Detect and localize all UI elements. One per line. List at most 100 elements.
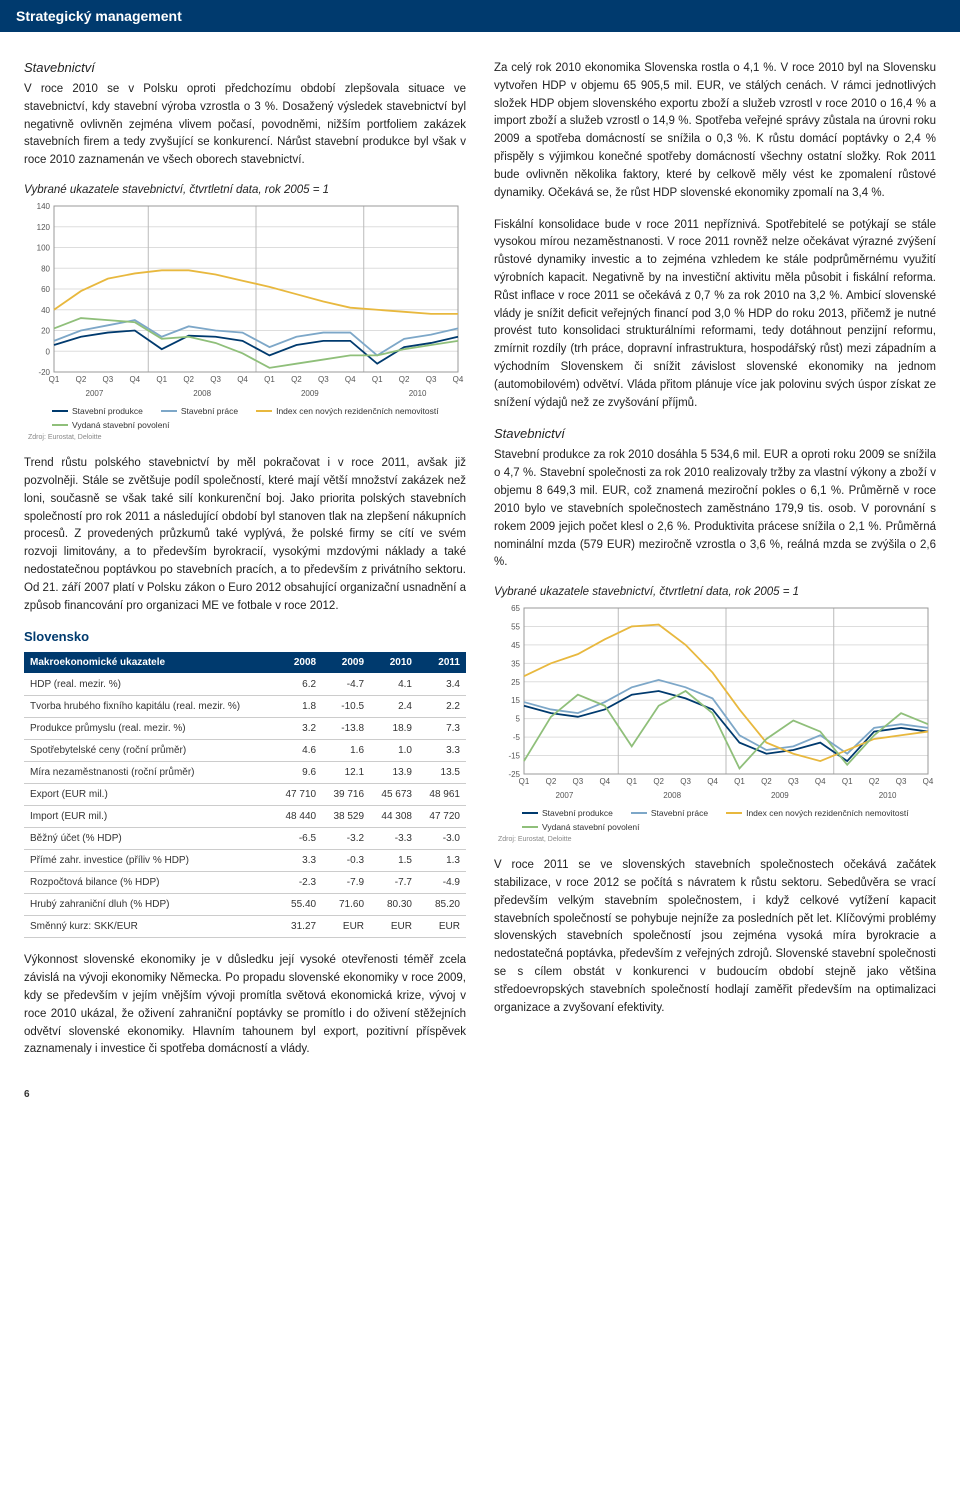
svg-text:40: 40	[41, 306, 50, 315]
right-para-4: V roce 2011 se ve slovenských stavebních…	[494, 857, 936, 1017]
svg-text:45: 45	[511, 641, 520, 650]
svg-text:Q4: Q4	[815, 777, 826, 786]
svg-text:Q3: Q3	[788, 777, 799, 786]
svg-text:140: 140	[37, 202, 51, 211]
table-head-cell: 2008	[274, 652, 322, 674]
macro-table: Makroekonomické ukazatele200820092010201…	[24, 652, 466, 938]
chart2-legend: Stavební produkceStavební práceIndex cen…	[494, 808, 936, 832]
chart1-legend: Stavební produkce Stavební práce Index cen…	[24, 406, 466, 430]
svg-text:Q1: Q1	[626, 777, 637, 786]
table-head-row: Makroekonomické ukazatele200820092010201…	[24, 652, 466, 674]
table-cell: -7.7	[370, 872, 418, 894]
svg-text:Q3: Q3	[680, 777, 691, 786]
table-cell: 48 961	[418, 784, 466, 806]
svg-text:120: 120	[37, 223, 51, 232]
table-row: Export (EUR mil.)47 71039 71645 67348 96…	[24, 784, 466, 806]
right-para-3: Stavební produkce za rok 2010 dosáhla 5 …	[494, 447, 936, 572]
svg-text:100: 100	[37, 244, 51, 253]
table-cell: 12.1	[322, 762, 370, 784]
svg-text:Q2: Q2	[653, 777, 664, 786]
table-cell: -3.2	[322, 828, 370, 850]
svg-text:5: 5	[516, 715, 521, 724]
table-cell: -7.9	[322, 872, 370, 894]
table-cell: 1.6	[322, 740, 370, 762]
table-cell: 3.3	[418, 740, 466, 762]
right-column: Za celý rok 2010 ekonomika Slovenska ros…	[494, 60, 936, 1073]
table-cell: 2.4	[370, 696, 418, 718]
table-cell: 48 440	[274, 806, 322, 828]
table-cell: -0.3	[322, 850, 370, 872]
legend-item: Index cen nových rezidenčních nemovitost…	[256, 406, 439, 416]
table-cell: -3.3	[370, 828, 418, 850]
table-cell: 31.27	[274, 916, 322, 938]
legend-item: Stavební produkce	[52, 406, 143, 416]
svg-text:80: 80	[41, 264, 50, 273]
svg-text:Q4: Q4	[129, 375, 140, 384]
table-cell: 7.3	[418, 718, 466, 740]
legend-label: Stavební práce	[181, 406, 238, 416]
table-row: Přímé zahr. investice (příliv % HDP)3.3-…	[24, 850, 466, 872]
table-cell: 39 716	[322, 784, 370, 806]
legend-swatch	[52, 410, 68, 412]
header-bar: Strategický management	[0, 0, 960, 32]
legend-label: Index cen nových rezidenčních nemovitost…	[746, 808, 909, 818]
chart2-title: Vybrané ukazatele stavebnictví, čtvrtlet…	[494, 586, 936, 598]
legend-label: Vydaná stavební povolení	[72, 420, 170, 430]
svg-text:20: 20	[41, 327, 50, 336]
table-cell: Spotřebytelské ceny (roční průměr)	[24, 740, 274, 762]
chart1-title: Vybrané ukazatele stavebnictví, čtvrtlet…	[24, 184, 466, 196]
legend-swatch	[52, 424, 68, 426]
table-cell: Tvorba hrubého fixního kapitálu (real. m…	[24, 696, 274, 718]
table-row: Import (EUR mil.)48 44038 52944 30847 72…	[24, 806, 466, 828]
svg-text:Q1: Q1	[156, 375, 167, 384]
table-cell: -13.8	[322, 718, 370, 740]
legend-item: Stavební práce	[161, 406, 238, 416]
table-cell: 1.3	[418, 850, 466, 872]
right-para-2: Fiskální konsolidace bude v roce 2011 ne…	[494, 217, 936, 413]
svg-text:Q4: Q4	[237, 375, 248, 384]
table-cell: Import (EUR mil.)	[24, 806, 274, 828]
svg-text:Q3: Q3	[573, 777, 584, 786]
table-cell: Produkce průmyslu (real. mezir. %)	[24, 718, 274, 740]
svg-text:Q3: Q3	[210, 375, 221, 384]
table-cell: -3.0	[418, 828, 466, 850]
table-cell: 13.5	[418, 762, 466, 784]
page-number: 6	[0, 1089, 960, 1112]
chart1: -20020406080100120140Q1Q2Q3Q4Q1Q2Q3Q4Q1Q…	[24, 200, 466, 441]
legend-swatch	[161, 410, 177, 412]
right-para-1: Za celý rok 2010 ekonomika Slovenska ros…	[494, 60, 936, 203]
svg-text:Q4: Q4	[707, 777, 718, 786]
table-cell: Směnný kurz: SKK/EUR	[24, 916, 274, 938]
left-para-3: Výkonnost slovenské ekonomiky je v důsle…	[24, 952, 466, 1059]
table-cell: 1.5	[370, 850, 418, 872]
header-title: Strategický management	[16, 8, 182, 24]
svg-text:2007: 2007	[86, 389, 104, 398]
table-cell: 1.8	[274, 696, 322, 718]
table-cell: -10.5	[322, 696, 370, 718]
svg-text:2010: 2010	[879, 791, 897, 800]
legend-swatch	[631, 812, 647, 814]
table-cell: EUR	[418, 916, 466, 938]
svg-text:Q1: Q1	[734, 777, 745, 786]
legend-label: Stavební produkce	[542, 808, 613, 818]
chart2-source: Zdroj: Eurostat, Deloitte	[494, 836, 936, 843]
table-cell: 1.0	[370, 740, 418, 762]
svg-text:2008: 2008	[663, 791, 681, 800]
table-cell: Export (EUR mil.)	[24, 784, 274, 806]
table-cell: 47 710	[274, 784, 322, 806]
svg-text:Q4: Q4	[923, 777, 934, 786]
svg-text:Q2: Q2	[546, 777, 557, 786]
table-cell: -2.3	[274, 872, 322, 894]
svg-text:Q3: Q3	[896, 777, 907, 786]
legend-item: Stavební produkce	[522, 808, 613, 818]
table-row: Směnný kurz: SKK/EUR31.27EUREUREUR	[24, 916, 466, 938]
table-cell: Přímé zahr. investice (příliv % HDP)	[24, 850, 274, 872]
svg-text:15: 15	[511, 696, 520, 705]
table-cell: 13.9	[370, 762, 418, 784]
table-row: Míra nezaměstnanosti (roční průměr)9.612…	[24, 762, 466, 784]
legend-item: Vydaná stavební povolení	[522, 822, 640, 832]
table-cell: Rozpočtová bilance (% HDP)	[24, 872, 274, 894]
table-cell: 44 308	[370, 806, 418, 828]
svg-text:Q2: Q2	[183, 375, 194, 384]
table-cell: -4.7	[322, 674, 370, 696]
